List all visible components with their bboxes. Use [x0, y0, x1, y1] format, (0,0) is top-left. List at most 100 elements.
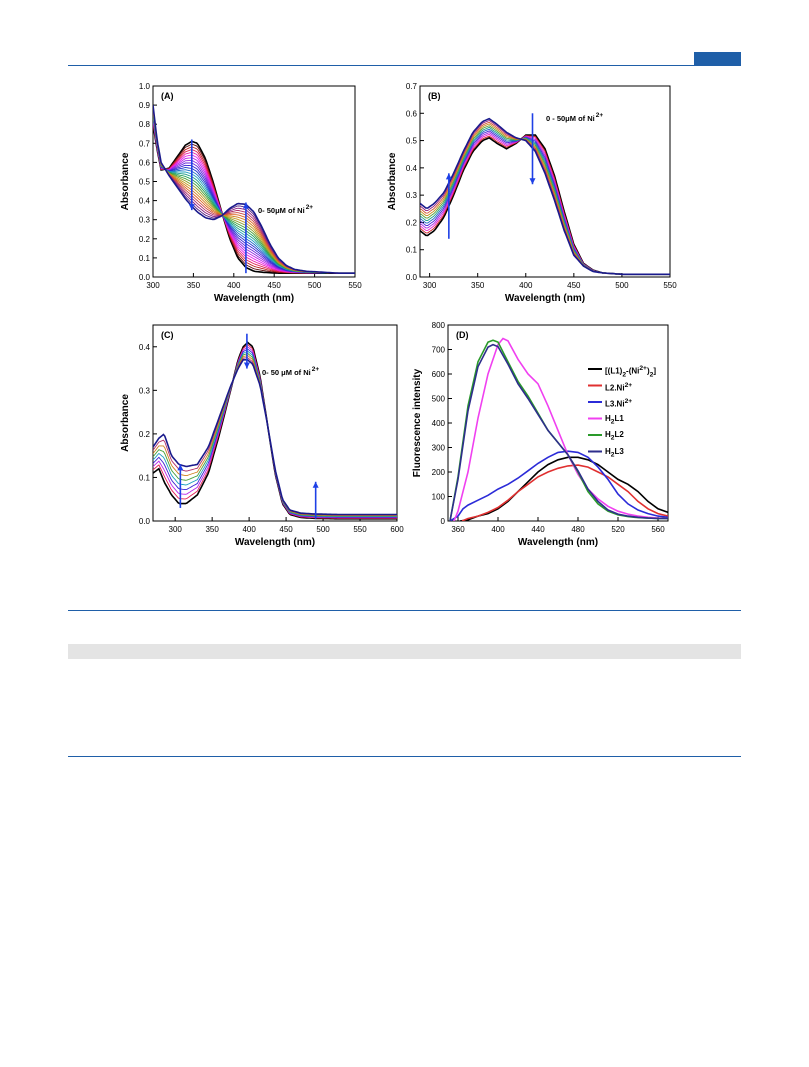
y-axis-label: Fluorescence intensity: [412, 368, 423, 477]
x-tick-label: 450: [567, 281, 581, 290]
x-tick-label: 350: [205, 525, 219, 534]
x-tick-label: 400: [491, 525, 505, 534]
series-group: [449, 337, 668, 521]
legend-label: H2L1: [605, 413, 624, 426]
x-tick-label: 500: [308, 281, 322, 290]
y-tick-label: 0.3: [139, 386, 151, 395]
y-tick-label: 0.4: [139, 343, 151, 352]
y-tick-label: 0: [441, 517, 446, 526]
x-tick-label: 440: [531, 525, 545, 534]
y-tick-label: 200: [432, 468, 446, 477]
x-axis-label: Wavelength (nm): [518, 537, 598, 548]
panel-label: (D): [456, 330, 469, 340]
x-tick-label: 550: [353, 525, 367, 534]
y-tick-label: 0.1: [139, 473, 151, 482]
x-tick-label: 520: [611, 525, 625, 534]
fluorescence-series: [449, 343, 668, 521]
y-tick-label: 0.2: [139, 235, 151, 244]
y-tick-label: 0.2: [406, 218, 418, 227]
concentration-annotation-sup: 2+: [312, 366, 320, 373]
series-group: [153, 341, 397, 520]
concentration-annotation: 0- 50μM of Ni: [258, 206, 305, 215]
panel-label: (B): [428, 91, 441, 101]
y-tick-label: 0.7: [139, 139, 151, 148]
arrow-head: [529, 178, 536, 185]
y-tick-label: 1.0: [139, 82, 151, 91]
y-tick-label: 0.0: [406, 273, 418, 282]
legend-label: L2.Ni2+: [605, 381, 633, 393]
titration-trace: [153, 105, 355, 275]
legend-entry: H2L2: [605, 430, 624, 442]
legend-entry: [(L1)2-(Ni2+)2]: [605, 365, 656, 377]
arrow-head: [312, 481, 319, 488]
arrow-head: [243, 362, 250, 369]
y-tick-label: 0.0: [139, 517, 151, 526]
x-tick-label: 600: [390, 525, 404, 534]
x-tick-label: 500: [316, 525, 330, 534]
arrow-head: [445, 173, 452, 180]
x-tick-label: 350: [187, 281, 201, 290]
series-group: [420, 117, 670, 276]
arrow-head: [242, 202, 249, 209]
concentration-annotation: 0 - 50μM of Ni: [546, 114, 595, 123]
x-tick-label: 550: [348, 281, 362, 290]
y-tick-label: 0.1: [406, 246, 418, 255]
y-tick-label: 600: [432, 370, 446, 379]
y-tick-label: 0.2: [139, 430, 151, 439]
x-tick-label: 450: [268, 281, 282, 290]
y-tick-label: 0.4: [139, 197, 151, 206]
fluorescence-series: [453, 337, 668, 521]
concentration-annotation-sup: 2+: [596, 112, 604, 119]
y-tick-label: 0.6: [139, 158, 151, 167]
y-tick-label: 0.0: [139, 273, 151, 282]
y-axis-label: Absorbance: [387, 152, 398, 210]
x-tick-label: 300: [146, 281, 160, 290]
y-tick-label: 100: [432, 493, 446, 502]
y-tick-label: 0.5: [406, 137, 418, 146]
x-tick-label: 500: [615, 281, 629, 290]
series-group: [153, 105, 355, 275]
titration-trace: [153, 358, 397, 516]
legend: [(L1)2-(Ni2+)2] L2.Ni2+ L3.Ni2+ H2L1 H2L2 H2L…: [588, 365, 656, 459]
y-tick-label: 500: [432, 395, 446, 404]
concentration-annotation: 0- 50 μM of Ni: [262, 368, 311, 377]
x-tick-label: 300: [423, 281, 437, 290]
x-tick-label: 560: [651, 525, 665, 534]
x-tick-label: 400: [519, 281, 533, 290]
fluorescence-series: [449, 450, 668, 521]
caption-band: [68, 644, 741, 659]
x-tick-label: 300: [169, 525, 183, 534]
plot-frame: [152, 324, 398, 522]
section-rule-bottom: [68, 756, 741, 757]
y-tick-label: 700: [432, 346, 446, 355]
y-tick-label: 800: [432, 321, 446, 330]
plot-frame: [419, 85, 671, 278]
legend-entry: L3.Ni2+: [605, 398, 633, 409]
y-tick-label: 0.3: [139, 216, 151, 225]
x-axis-label: Wavelength (nm): [505, 293, 585, 304]
legend-entry: L2.Ni2+: [605, 381, 633, 393]
y-tick-label: 0.5: [139, 178, 151, 187]
y-axis-label: Absorbance: [120, 152, 131, 210]
header-tab: [694, 52, 741, 66]
y-tick-label: 400: [432, 419, 446, 428]
header-rule: [68, 65, 741, 66]
y-tick-label: 0.8: [139, 120, 151, 129]
y-tick-label: 300: [432, 444, 446, 453]
x-tick-label: 360: [451, 525, 465, 534]
x-tick-label: 400: [227, 281, 241, 290]
y-axis-label: Absorbance: [120, 394, 131, 452]
x-tick-label: 350: [471, 281, 485, 290]
panel-label: (A): [161, 91, 174, 101]
legend-entry: H2L3: [605, 447, 624, 459]
y-tick-label: 0.3: [406, 191, 418, 200]
x-tick-label: 450: [279, 525, 293, 534]
fluorescence-series: [461, 464, 668, 521]
legend-label: L3.Ni2+: [605, 398, 633, 409]
y-tick-label: 0.6: [406, 109, 418, 118]
arrow-head: [177, 464, 184, 471]
concentration-annotation-sup: 2+: [306, 204, 314, 211]
